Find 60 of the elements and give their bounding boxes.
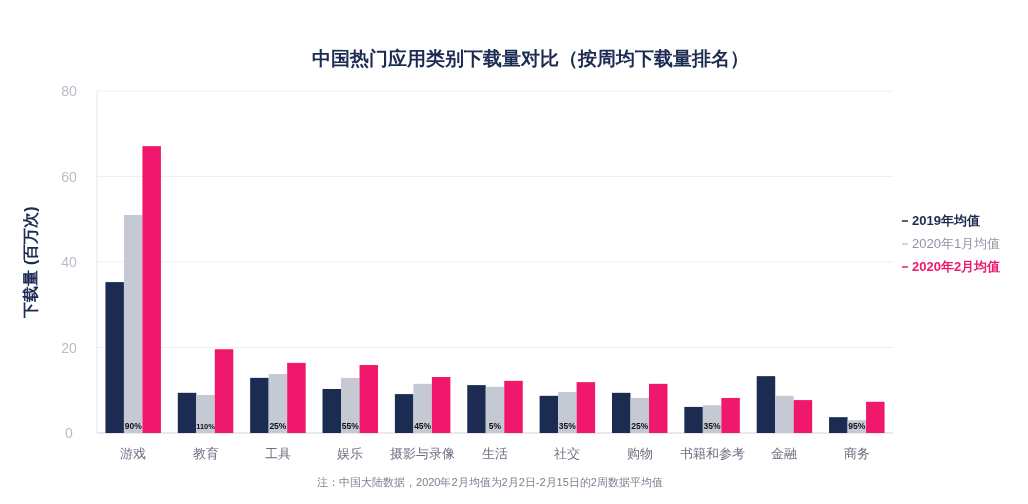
bar	[576, 382, 596, 433]
bar	[105, 282, 124, 433]
bar	[648, 383, 668, 433]
annotation: 45%	[414, 421, 432, 431]
legend-label: 2020年2月均值	[912, 259, 1001, 274]
bar	[413, 383, 432, 433]
bar	[611, 392, 631, 433]
y-tick-label: 0	[65, 425, 74, 441]
annotation: 35%	[703, 421, 722, 431]
annotation: 5%	[488, 421, 502, 431]
bar	[431, 377, 451, 433]
x-tick-label: 摄影与录像	[390, 446, 456, 461]
annotation: 35%	[558, 421, 577, 431]
annotation: 90%	[124, 421, 143, 431]
y-tick-label: 40	[61, 254, 77, 270]
bar	[142, 146, 161, 433]
x-tick-label: 金融	[771, 446, 798, 461]
bar	[123, 214, 143, 433]
y-tick-label: 20	[61, 339, 77, 356]
bar	[485, 386, 505, 433]
legend-label: 2019年均值	[912, 213, 980, 228]
x-tick-label: 教育	[192, 446, 219, 461]
x-tick-label: 购物	[626, 446, 653, 461]
bar	[322, 388, 342, 433]
annotation: 25%	[631, 421, 649, 431]
annotation: 95%	[848, 421, 866, 431]
y-tick-label: 80	[61, 83, 77, 99]
bar	[214, 349, 234, 433]
chart-title: 中国热门应用类别下载量对比（按周均下载量排名）	[311, 48, 749, 69]
bar	[177, 392, 197, 433]
annotation: 55%	[341, 421, 360, 431]
x-tick-label: 娱乐	[337, 446, 364, 461]
bar	[866, 401, 885, 433]
bar	[756, 376, 776, 433]
bar	[359, 365, 379, 433]
bar	[467, 385, 486, 433]
text: 注：中国大陆数据，2020年2月均值为2月2日-2月15日的2周数据平均值	[317, 476, 663, 488]
bar	[793, 400, 813, 433]
bar	[775, 395, 794, 433]
legend-label: 2020年1月均值	[912, 236, 1001, 251]
bar	[684, 406, 703, 433]
bar	[250, 377, 269, 433]
bar	[504, 380, 523, 433]
x-tick-label: 工具	[264, 446, 291, 461]
bar	[341, 377, 360, 433]
x-tick-label: 书籍和参考	[679, 446, 745, 461]
bar	[829, 417, 848, 433]
x-tick-label: 社交	[554, 446, 581, 461]
x-tick-label: 游戏	[120, 446, 147, 461]
bar	[539, 395, 559, 433]
y-axis-title: 下载量 (百万次)	[22, 206, 39, 319]
annotation: 25%	[269, 421, 287, 431]
bar	[196, 394, 215, 433]
bar	[394, 394, 414, 433]
x-tick-label: 生活	[482, 446, 508, 461]
x-tick-label: 商务	[843, 446, 870, 461]
y-tick-label: 60	[61, 168, 77, 185]
bar	[287, 362, 306, 433]
bar	[721, 397, 740, 433]
bar	[558, 391, 577, 433]
